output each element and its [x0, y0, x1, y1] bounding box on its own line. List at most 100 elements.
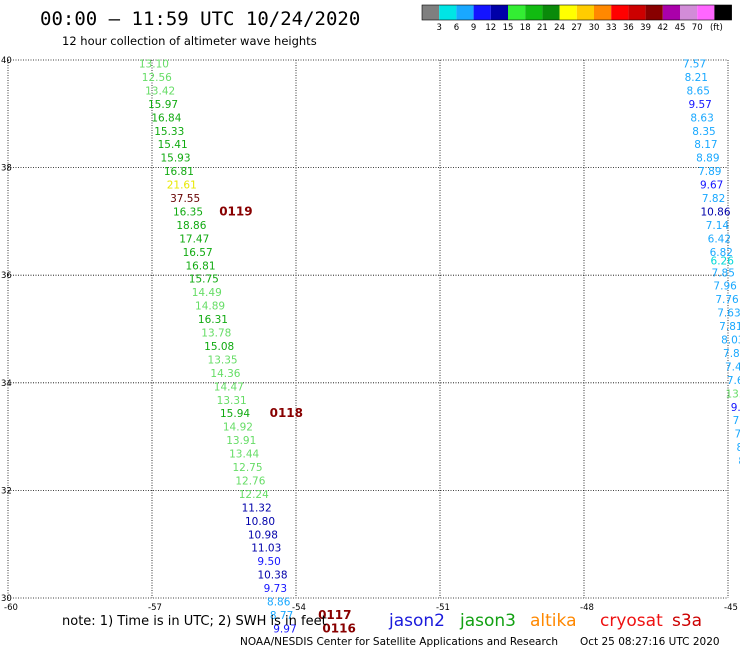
- wave-height-label: 7.57: [683, 59, 706, 71]
- wave-height-label: 14.49: [192, 287, 222, 299]
- wave-height-label: 15.75: [189, 274, 219, 286]
- colorbar-swatch: [680, 5, 698, 20]
- wave-height-label: 14.92: [223, 422, 253, 434]
- wave-height-label: 11.32: [242, 502, 272, 514]
- colorbar-swatch: [439, 5, 457, 20]
- wave-height-label: 13.44: [229, 449, 259, 461]
- wave-height-label: 9.57: [688, 99, 711, 111]
- colorbar-label: 18: [520, 23, 531, 33]
- colorbar-swatch: [542, 5, 560, 20]
- colorbar-label: 70: [692, 23, 703, 33]
- colorbar-unit: (ft): [710, 23, 723, 33]
- wave-height-label: 7.96: [713, 281, 737, 293]
- wave-height-label: 6.26: [711, 255, 735, 267]
- wave-height-label: 13.31: [217, 395, 247, 407]
- wave-height-label: 7.14: [706, 220, 730, 232]
- page-subtitle: 12 hour collection of altimeter wave hei…: [62, 34, 317, 48]
- wave-height-label: 13.35: [208, 354, 238, 366]
- colorbar-label: 3: [436, 23, 441, 33]
- plot-grid: [7, 59, 729, 599]
- colorbar-swatch: [508, 5, 526, 20]
- wave-height-label: 9.73: [264, 583, 287, 595]
- x-tick-label: -57: [148, 603, 162, 613]
- colorbar-label: 9: [471, 23, 476, 33]
- wave-height-label: 8.17: [694, 139, 717, 151]
- wave-height-label: 13.42: [145, 85, 175, 97]
- wave-height-label: 8.09: [738, 456, 740, 468]
- colorbar-label: 6: [454, 23, 459, 33]
- x-tick-label: -51: [436, 603, 450, 613]
- wave-height-label: 9.97: [273, 623, 296, 635]
- wave-height-label: 10.86: [700, 206, 730, 218]
- wave-height-label: 13.78: [201, 328, 231, 340]
- wave-height-label: 12.24: [239, 489, 269, 501]
- wave-height-label: 8.63: [690, 112, 713, 124]
- y-tick-label: 34: [1, 379, 12, 389]
- wave-height-label: 16.81: [185, 260, 215, 272]
- colorbar-swatch: [576, 5, 594, 20]
- wave-height-label: 7.61: [727, 375, 740, 387]
- wave-height-label: 8.21: [685, 72, 708, 84]
- y-tick-label: 32: [1, 486, 12, 496]
- x-tick-label: -48: [580, 603, 594, 613]
- colorbar-label: 27: [571, 23, 582, 33]
- colorbar-frame: [421, 4, 732, 21]
- mission-legend-item: jason3: [459, 611, 516, 631]
- page-title: 00:00 – 11:59 UTC 10/24/2020: [40, 8, 360, 30]
- wave-height-label: 7.81: [719, 321, 740, 333]
- wave-height-label: 37.55: [170, 193, 200, 205]
- colorbar-label: 24: [554, 23, 565, 33]
- wave-height-label: 15.93: [160, 153, 190, 165]
- colorbar-swatch: [628, 5, 646, 20]
- wave-height-label: 10.38: [257, 570, 287, 582]
- colorbar-swatch: [490, 5, 508, 20]
- wave-height-label: 16.35: [173, 206, 203, 218]
- colorbar-label: 42: [657, 23, 668, 33]
- wave-height-label: 9.67: [700, 180, 723, 192]
- wave-height-label: 9.50: [257, 556, 280, 568]
- mission-legend-item: jason2: [388, 611, 445, 631]
- wave-height-label: 18.86: [176, 220, 206, 232]
- wave-height-label: 8.86: [267, 597, 291, 609]
- colorbar-label: 45: [675, 23, 686, 33]
- wave-height-label: 7.85: [712, 267, 735, 279]
- wave-height-label: 16.81: [164, 166, 194, 178]
- x-tick-label: -54: [292, 603, 306, 613]
- colorbar-label: 21: [537, 23, 548, 33]
- wave-height-label: 15.41: [158, 139, 188, 151]
- mission-legend-item: altika: [530, 611, 577, 631]
- colorbar-swatch: [525, 5, 543, 20]
- footer-timestamp: Oct 25 08:27:16 UTC 2020: [580, 636, 720, 648]
- wave-height-label: 7.49: [725, 361, 740, 373]
- colorbar-swatch: [697, 5, 715, 20]
- wave-height-label: 14.47: [214, 381, 244, 393]
- wave-height-label: 15.08: [204, 341, 234, 353]
- wave-height-label: 7.76: [715, 294, 739, 306]
- pass-number-label: 0117: [318, 608, 351, 622]
- wave-height-label: 16.31: [198, 314, 228, 326]
- wave-height-label: 7.63: [717, 308, 740, 320]
- wave-height-label: 15.33: [154, 126, 184, 138]
- y-tick-label: 30: [1, 594, 12, 604]
- pass-number-label: 0118: [270, 406, 303, 420]
- colorbar-swatch: [559, 5, 577, 20]
- colorbar: 3 6 9 12 15 18 21 24 27 30 33 36 39 42 45 70 (ft): [421, 4, 732, 33]
- mission-legend-item: s3a: [672, 611, 702, 631]
- wave-height-label: 16.84: [151, 112, 181, 124]
- colorbar-label: 33: [606, 23, 617, 33]
- wave-height-label: 8.35: [692, 126, 715, 138]
- wave-height-label: 13.10: [139, 59, 169, 71]
- pass-number-label: 0119: [219, 204, 252, 218]
- colorbar-swatch: [422, 5, 440, 20]
- wave-height-label: 16.57: [183, 247, 213, 259]
- wave-height-label: 21.61: [167, 180, 197, 192]
- colorbar-swatch: [611, 5, 629, 20]
- wave-height-label: 17.47: [179, 233, 209, 245]
- colorbar-swatch: [594, 5, 612, 20]
- wave-height-label: 11.03: [251, 543, 281, 555]
- wave-height-label: 6.82: [710, 247, 733, 259]
- wave-height-label: 15.97: [148, 99, 178, 111]
- mission-legend: jason2 jason3 altika cryosat s3a: [388, 611, 702, 631]
- wave-height-label: 13.99: [725, 388, 740, 400]
- colorbar-label: 36: [623, 23, 634, 33]
